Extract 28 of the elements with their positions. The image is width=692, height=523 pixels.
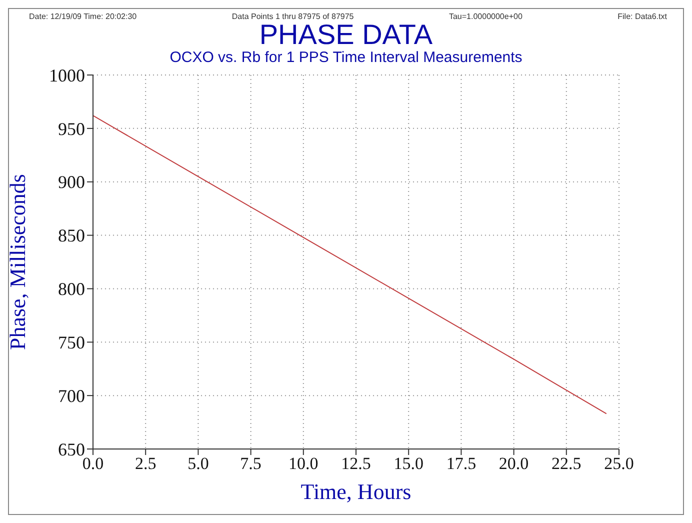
x-tick-label: 7.5 xyxy=(240,454,262,474)
y-tick-label: 900 xyxy=(58,172,85,192)
y-tick-label: 700 xyxy=(58,386,85,406)
text: Tau=1.0000000e+00 xyxy=(448,12,522,21)
text: File: Data6.txt xyxy=(618,12,667,21)
x-tick-label: 15.0 xyxy=(394,454,424,474)
text: Date: 12/19/09 Time: 20:02:30 xyxy=(29,12,137,21)
x-tick-label: 2.5 xyxy=(134,454,156,474)
y-tick-label: 1000 xyxy=(49,65,85,86)
chart-subtitle: OCXO vs. Rb for 1 PPS Time Interval Measurements xyxy=(168,49,524,66)
x-tick-label: 5.0 xyxy=(188,454,209,474)
y-tick-label: 750 xyxy=(58,332,85,353)
x-tick-label: 10.0 xyxy=(288,454,318,474)
x-tick-label: 20.0 xyxy=(498,454,529,474)
line-series xyxy=(93,115,607,414)
y-tick-label: 850 xyxy=(58,226,85,246)
y-tick-label: 950 xyxy=(58,118,85,139)
x-tick-label: 22.5 xyxy=(552,454,582,474)
chart-title: PHASE DATA xyxy=(259,19,434,50)
x-axis-title: Time, Hours xyxy=(300,479,412,504)
x-tick-label: 12.5 xyxy=(341,454,371,474)
text: Data Points 1 thru 87975 of 87975 xyxy=(232,12,354,21)
x-tick-label: 0.0 xyxy=(82,454,104,474)
x-tick-label: 25.0 xyxy=(604,454,634,474)
y-tick-label: 650 xyxy=(58,439,85,460)
y-axis-title: Phase, Milliseconds xyxy=(4,174,30,350)
y-tick-label: 800 xyxy=(58,279,85,300)
x-tick-label: 17.5 xyxy=(446,454,476,474)
